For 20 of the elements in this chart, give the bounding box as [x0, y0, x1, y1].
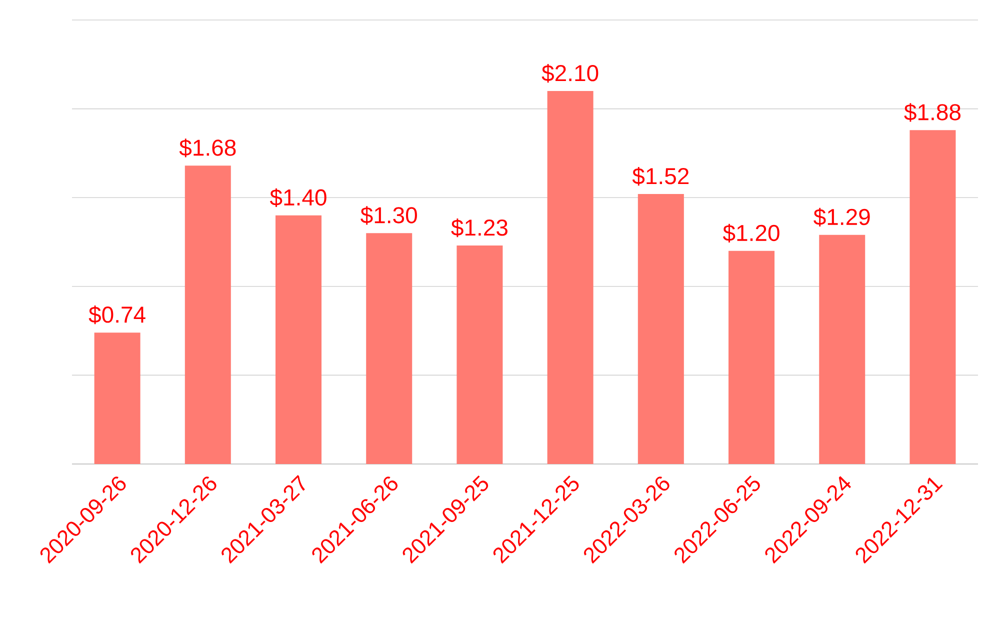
data-label: $1.30: [360, 206, 417, 225]
bar: [638, 194, 684, 464]
bar: [366, 233, 412, 464]
bar: [456, 246, 503, 464]
data-label: $0.74: [88, 306, 146, 324]
data-label: $1.23: [451, 218, 508, 238]
data-label: $2.10: [542, 64, 598, 83]
data-label: $1.88: [904, 103, 960, 122]
bar: [728, 250, 775, 464]
data-label: $1.40: [270, 188, 326, 207]
bar: [184, 166, 231, 464]
data-label: $1.68: [179, 138, 236, 158]
bar: [910, 130, 956, 464]
data-label: $1.29: [814, 208, 870, 227]
bar: [819, 234, 866, 464]
bar: [547, 91, 594, 464]
data-label: $1.52: [632, 167, 689, 186]
bar: [94, 332, 140, 464]
bar: [276, 215, 322, 464]
data-label: $1.20: [722, 224, 780, 242]
